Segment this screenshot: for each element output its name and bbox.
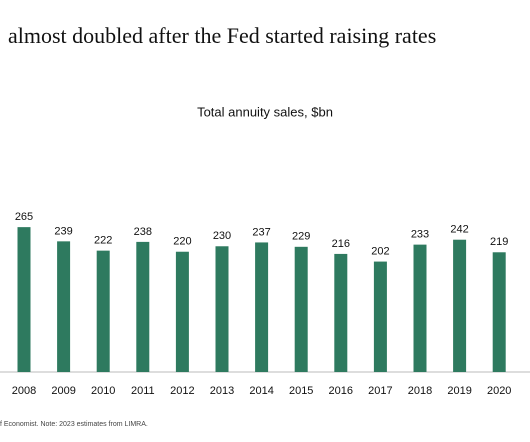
bar <box>373 261 387 372</box>
value-label: 242 <box>450 224 468 236</box>
bar <box>136 241 150 372</box>
chart-subtitle: Total annuity sales, $bn <box>197 104 333 119</box>
x-tick-label: 2017 <box>368 385 392 397</box>
bar <box>17 227 31 372</box>
x-tick-label: 2009 <box>51 385 75 397</box>
x-tick-label: 2015 <box>289 385 313 397</box>
value-label: 237 <box>252 226 270 238</box>
value-label: 239 <box>54 225 72 237</box>
x-tick-label: 2013 <box>210 385 234 397</box>
x-tick-label: 2008 <box>12 385 36 397</box>
x-tick-label: 2019 <box>447 385 471 397</box>
value-label: 220 <box>173 236 191 248</box>
value-label: 216 <box>332 238 350 250</box>
value-label: 238 <box>134 226 152 238</box>
value-label: 233 <box>411 229 429 241</box>
bar <box>215 246 229 372</box>
x-tick-label: 2020 <box>487 385 511 397</box>
value-label: 202 <box>371 245 389 257</box>
bar <box>413 244 427 372</box>
bar <box>96 250 110 372</box>
chart-title: almost doubled after the Fed started rai… <box>8 23 436 48</box>
bar <box>57 241 71 372</box>
value-label: 265 <box>15 211 33 223</box>
bar <box>255 242 269 372</box>
x-tick-label: 2011 <box>131 385 155 397</box>
value-label: 230 <box>213 230 231 242</box>
value-label: 222 <box>94 235 112 247</box>
x-tick-label: 2014 <box>249 385 273 397</box>
bar <box>175 251 189 372</box>
bar <box>334 253 348 372</box>
footnote: f Economist. Note: 2023 estimates from L… <box>0 421 148 428</box>
x-tick-label: 2010 <box>91 385 115 397</box>
value-label: 219 <box>490 236 508 248</box>
bar <box>294 246 308 372</box>
x-tick-label: 2016 <box>329 385 353 397</box>
value-label: 229 <box>292 231 310 243</box>
x-tick-label: 2012 <box>170 385 194 397</box>
bar <box>492 252 506 372</box>
bar <box>453 239 467 372</box>
x-tick-label: 2018 <box>408 385 432 397</box>
